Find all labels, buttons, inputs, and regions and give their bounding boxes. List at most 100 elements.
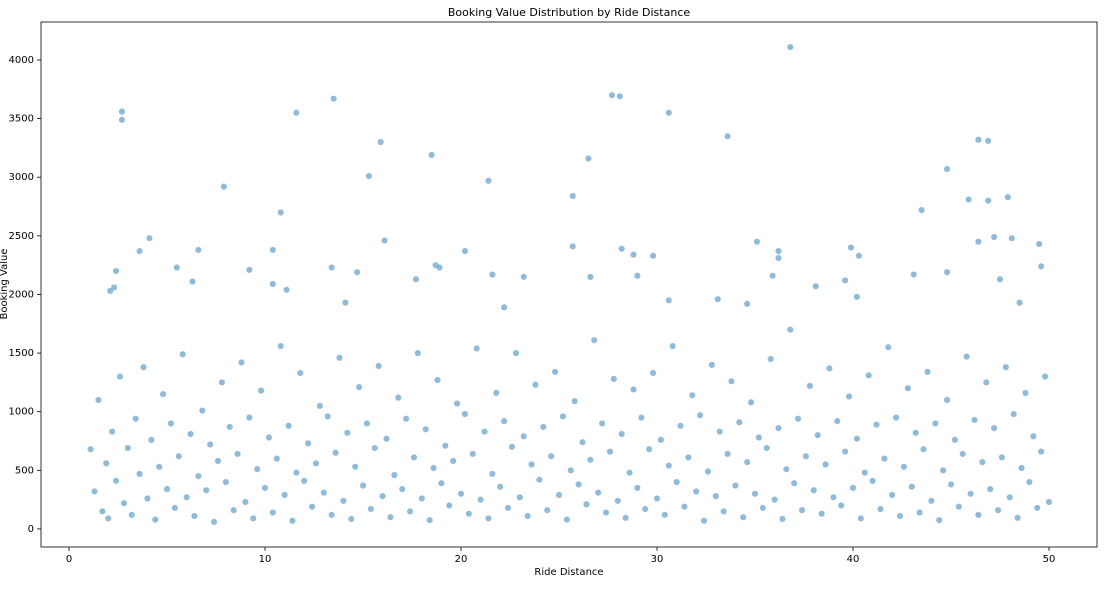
point [351, 463, 359, 471]
point [194, 472, 202, 480]
point [449, 457, 457, 465]
point [151, 516, 159, 524]
plot-frame [40, 21, 1098, 548]
point [649, 252, 657, 260]
point [865, 371, 873, 379]
point [484, 514, 492, 522]
point [175, 452, 183, 460]
point [367, 505, 375, 513]
point [330, 95, 338, 103]
point [739, 513, 747, 521]
point [332, 449, 340, 457]
point [910, 271, 918, 278]
point [822, 461, 830, 468]
y-tick-label: 500 [15, 465, 34, 476]
point [245, 266, 253, 274]
point [965, 196, 973, 203]
point [257, 387, 265, 395]
point [963, 353, 971, 361]
point [951, 436, 959, 444]
point [633, 484, 641, 492]
point [226, 423, 234, 431]
point [104, 514, 112, 522]
point [904, 384, 912, 392]
point [892, 414, 900, 422]
point [657, 436, 665, 444]
point [488, 271, 496, 278]
point [222, 478, 230, 486]
point [108, 428, 116, 436]
point [118, 108, 126, 116]
point [191, 512, 198, 520]
point [445, 502, 453, 509]
point [285, 422, 292, 430]
point [1010, 410, 1018, 418]
point [524, 512, 532, 520]
point [661, 511, 669, 519]
point [1002, 363, 1010, 371]
point [481, 428, 488, 436]
point [428, 151, 436, 159]
point [532, 381, 539, 389]
point [230, 506, 238, 514]
x-tick-label: 30 [651, 554, 664, 565]
point [790, 479, 798, 487]
point [743, 300, 751, 308]
point [869, 477, 877, 485]
point [1037, 448, 1045, 456]
point [841, 448, 849, 456]
point [677, 422, 684, 430]
point [112, 267, 120, 275]
point [112, 477, 120, 485]
point [1045, 498, 1053, 506]
point [328, 511, 336, 519]
point [974, 238, 982, 246]
point [563, 516, 571, 524]
point [626, 469, 634, 477]
point [1041, 373, 1049, 380]
point [876, 505, 884, 513]
point [696, 411, 704, 419]
point [680, 503, 688, 511]
point [520, 273, 528, 281]
point [1004, 193, 1012, 201]
point [461, 410, 469, 418]
point [943, 396, 951, 404]
x-tick-label: 40 [847, 554, 860, 565]
point [649, 369, 657, 377]
point [608, 91, 616, 99]
point [383, 435, 390, 443]
point [841, 276, 849, 284]
point [994, 506, 1002, 514]
point [281, 491, 289, 499]
point [273, 455, 281, 463]
point [328, 264, 336, 271]
point [465, 510, 473, 518]
point [292, 469, 300, 477]
point [990, 233, 998, 241]
point [496, 483, 504, 491]
point [873, 421, 880, 429]
point [704, 468, 712, 475]
point [810, 486, 818, 494]
point [296, 369, 304, 377]
point [763, 444, 771, 452]
point [618, 430, 626, 438]
point [206, 441, 214, 448]
point [238, 359, 245, 366]
point [1006, 493, 1014, 501]
point [806, 382, 814, 390]
point [167, 419, 175, 427]
point [559, 412, 567, 420]
point [731, 482, 739, 490]
point [218, 378, 226, 386]
point [234, 450, 242, 458]
point [512, 349, 520, 357]
point [959, 450, 967, 458]
point [120, 499, 128, 507]
point [673, 478, 681, 486]
point [163, 485, 171, 493]
point [210, 518, 218, 526]
point [320, 489, 328, 497]
point [786, 43, 794, 51]
